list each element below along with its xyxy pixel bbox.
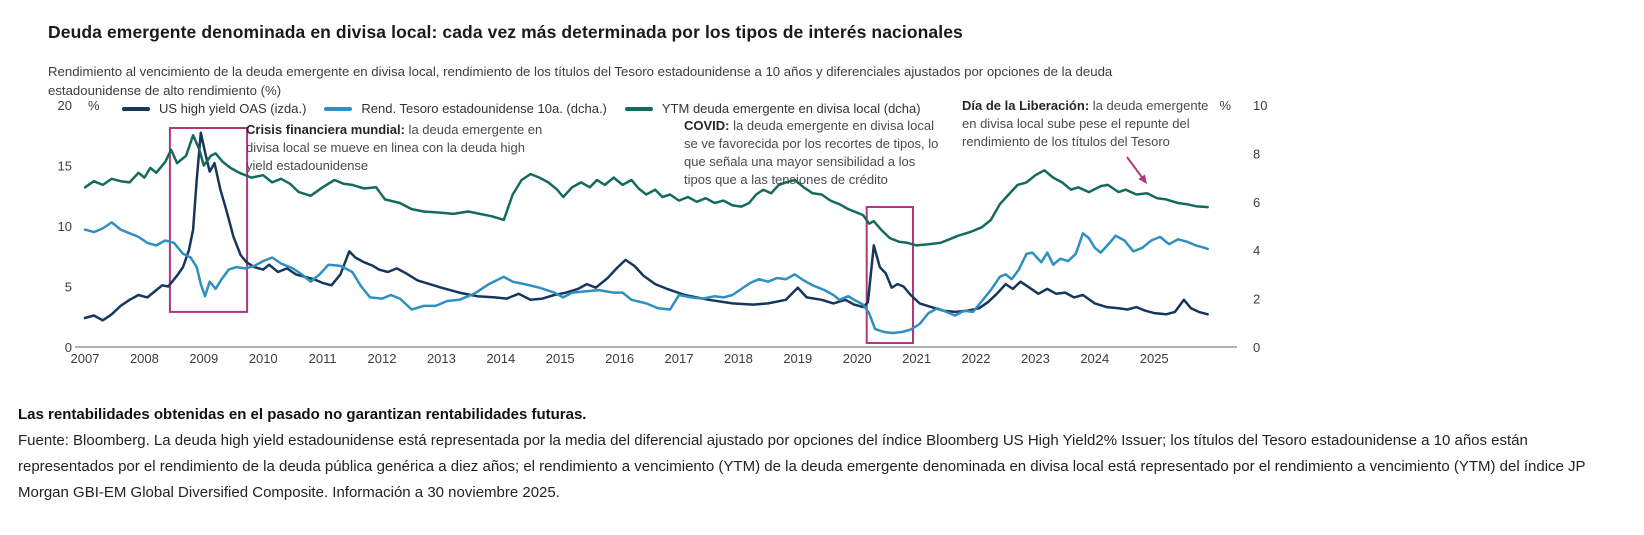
highlight-box <box>865 206 915 344</box>
legend-label: Rend. Tesoro estadounidense 10a. (dcha.) <box>361 101 607 116</box>
left-axis-tick: 20 <box>58 98 72 113</box>
x-axis-year-label: 2018 <box>724 351 753 366</box>
x-axis-year-label: 2015 <box>546 351 575 366</box>
annotation-crisis-lead: Crisis financiera mundial: <box>246 122 405 137</box>
chart-footer: Las rentabilidades obtenidas en el pasad… <box>18 402 1626 506</box>
x-axis-year-label: 2016 <box>605 351 634 366</box>
x-axis-year-label: 2011 <box>309 351 337 366</box>
right-axis-unit: % <box>1219 98 1231 113</box>
annotation-arrowhead-icon <box>1138 174 1147 184</box>
legend-label: US high yield OAS (izda.) <box>159 101 307 116</box>
left-axis-unit: % <box>88 98 100 113</box>
chart-subtitle: Rendimiento al vencimiento de la deuda e… <box>48 64 1113 98</box>
right-axis-tick: 2 <box>1253 292 1260 307</box>
annotation-arrow <box>1126 156 1143 178</box>
x-axis-year-label: 2025 <box>1140 351 1169 366</box>
x-axis-year-label: 2012 <box>368 351 397 366</box>
x-axis-year-label: 2022 <box>962 351 991 366</box>
annotation-covid-lead: COVID: <box>684 118 730 133</box>
annotation-liberation-day-text: la deuda emergente en divisa local sube … <box>962 98 1209 149</box>
annotation-liberation-day-lead: Día de la Liberación: <box>962 98 1090 113</box>
right-axis-tick: 6 <box>1253 195 1260 210</box>
annotation-covid-text: la deuda emergente en divisa local se ve… <box>684 118 939 187</box>
legend-label: YTM deuda emergente en divisa local (dch… <box>661 101 921 116</box>
x-axis-year-label: 2010 <box>249 351 278 366</box>
x-axis-year-label: 2024 <box>1080 351 1109 366</box>
series-line <box>83 134 1209 247</box>
x-axis-year-label: 2013 <box>427 351 456 366</box>
annotation-liberation-day: Día de la Liberación: la deuda emergente… <box>962 97 1210 151</box>
right-axis-tick: 4 <box>1253 243 1260 258</box>
x-axis-year-label: 2020 <box>843 351 872 366</box>
left-axis-tick: 0 <box>65 340 72 355</box>
x-axis-year-label: 2023 <box>1021 351 1050 366</box>
x-axis-year-label: 2021 <box>902 351 931 366</box>
left-axis-tick: 10 <box>58 219 72 234</box>
annotation-covid: COVID: la deuda emergente en divisa loca… <box>684 117 946 189</box>
right-axis-tick: 10 <box>1253 98 1267 113</box>
chart-legend: US high yield OAS (izda.) Rend. Tesoro e… <box>122 101 921 116</box>
line-swatch-navy-icon <box>122 106 150 111</box>
line-swatch-teal-icon <box>624 106 653 111</box>
right-axis-tick: 0 <box>1253 340 1260 355</box>
annotation-crisis: Crisis financiera mundial: la deuda emer… <box>246 121 548 175</box>
x-axis-year-label: 2017 <box>665 351 694 366</box>
x-axis-year-label: 2007 <box>71 351 100 366</box>
legend-item-us-high-yield: US high yield OAS (izda.) <box>122 101 306 116</box>
legend-item-em-ytm: YTM deuda emergente en divisa local (dch… <box>624 101 921 116</box>
series-line <box>83 221 1209 335</box>
legend-item-treasury: Rend. Tesoro estadounidense 10a. (dcha.) <box>324 101 607 116</box>
page-title: Deuda emergente denominada en divisa loc… <box>48 22 963 42</box>
x-axis-year-label: 2014 <box>486 351 515 366</box>
x-axis-year-label: 2009 <box>189 351 218 366</box>
highlight-box <box>168 127 249 313</box>
right-axis-tick: 8 <box>1253 146 1260 161</box>
left-axis-tick: 5 <box>65 280 72 295</box>
source-text: Fuente: Bloomberg. La deuda high yield e… <box>18 432 1586 501</box>
series-line <box>83 131 1209 322</box>
x-axis-year-label: 2008 <box>130 351 159 366</box>
disclaimer-text: Las rentabilidades obtenidas en el pasad… <box>18 406 587 423</box>
annotation-crisis-text: la deuda emergente en divisa local se mu… <box>246 122 543 173</box>
line-swatch-blue-icon <box>324 106 353 111</box>
left-axis-tick: 15 <box>58 159 72 174</box>
x-axis-year-label: 2019 <box>783 351 812 366</box>
